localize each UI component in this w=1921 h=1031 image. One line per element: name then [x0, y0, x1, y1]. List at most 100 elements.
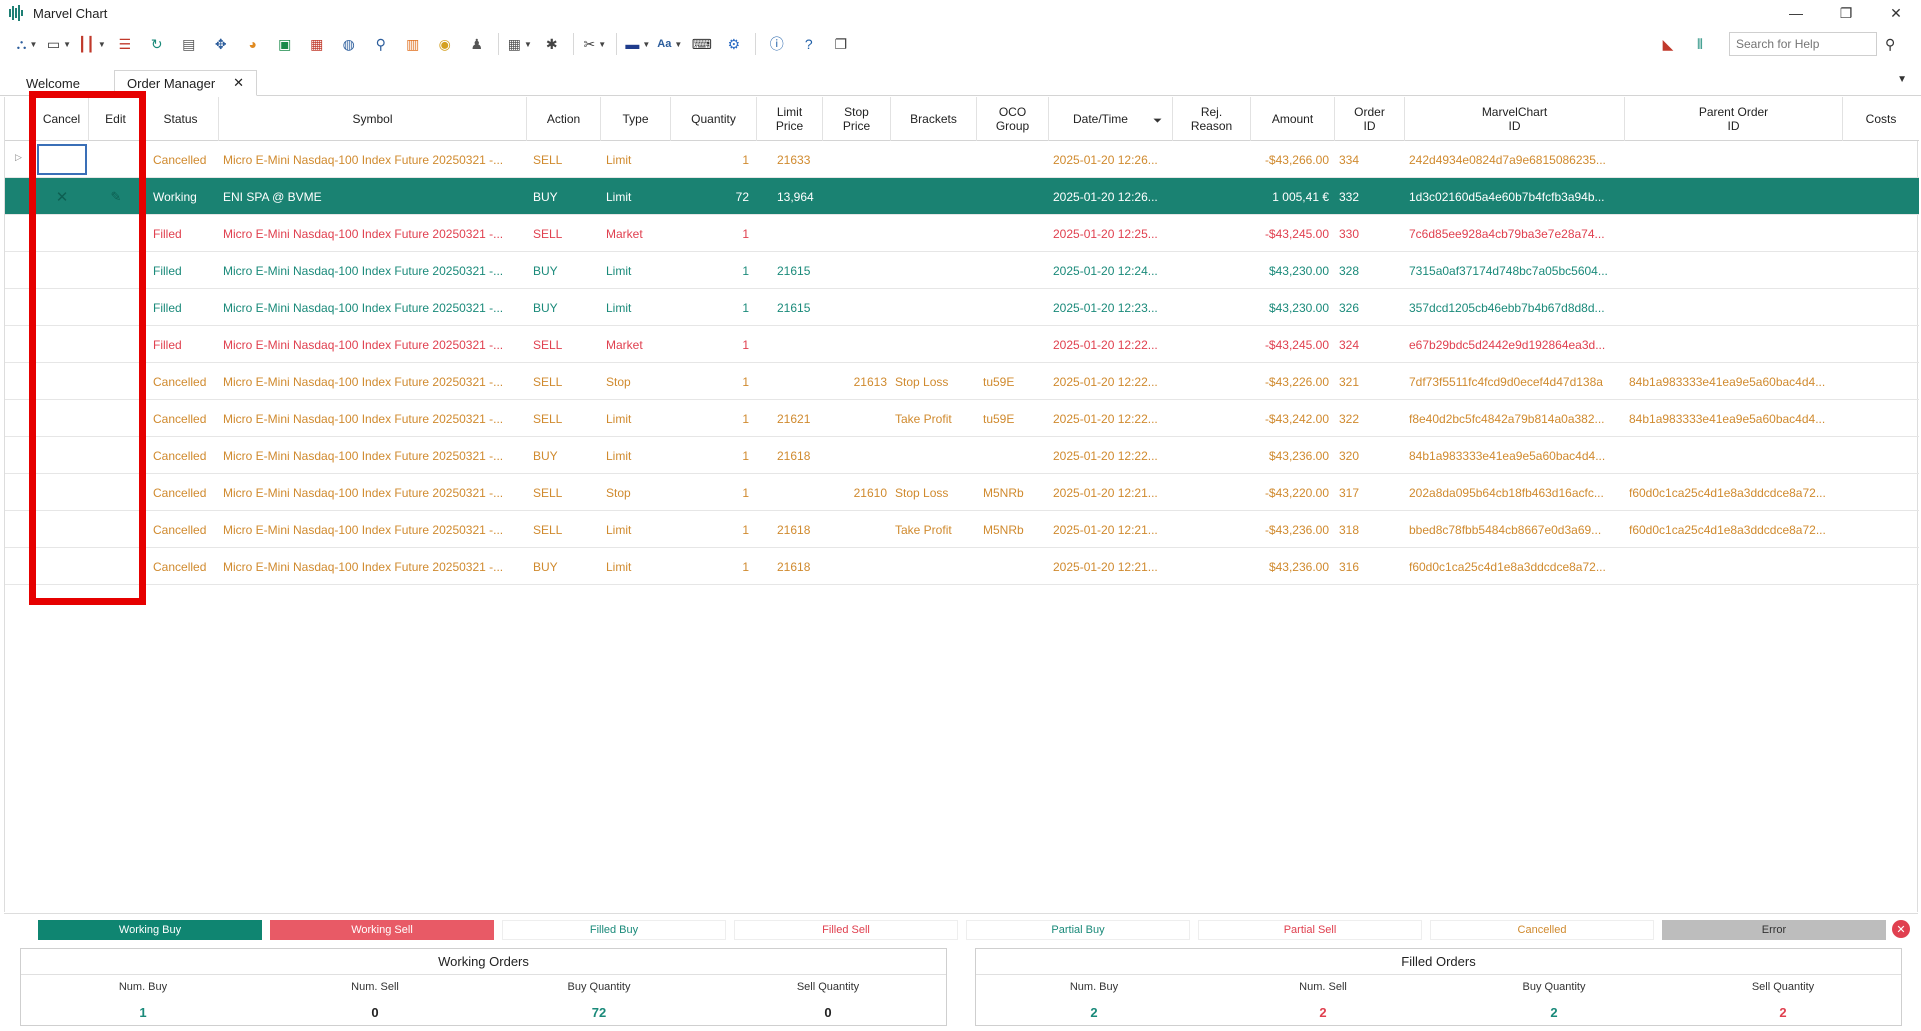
broker-icon[interactable]: ◣	[1662, 35, 1674, 52]
table-row[interactable]: Filled Micro E-Mini Nasdaq-100 Index Futu…	[5, 289, 1919, 326]
tab-order-manager[interactable]: Order Manager ✕	[114, 70, 258, 96]
table-row[interactable]: Cancelled Micro E-Mini Nasdaq-100 Index F…	[5, 400, 1919, 437]
column-header-limit-price[interactable]: Limit Price	[757, 97, 823, 141]
help-search-input[interactable]	[1729, 32, 1877, 56]
download-icon[interactable]: ▣	[278, 35, 292, 52]
close-legend-icon[interactable]: ✕	[1892, 920, 1910, 938]
info-icon[interactable]: ⓘ	[769, 36, 784, 52]
cell-limit: 13,964	[777, 189, 814, 204]
tab-menu-chevron-icon[interactable]: ▼	[1897, 74, 1907, 85]
cell-type: Limit	[606, 448, 632, 463]
row-expander-icon[interactable]: ▷	[15, 152, 22, 162]
column-header-costs[interactable]: Costs	[1865, 112, 1897, 126]
layout-icon[interactable]: ▥	[406, 35, 420, 52]
pie-icon[interactable]: ◕	[248, 36, 258, 52]
cell-type: Limit	[606, 152, 632, 167]
minimize-button[interactable]: —	[1789, 5, 1803, 21]
cell-type: Limit	[606, 411, 632, 426]
cell-type: Stop	[606, 485, 631, 500]
status-legend: Working Buy Working Sell Filled Buy Filled …	[4, 913, 1918, 943]
column-header-amount[interactable]: Amount	[1251, 97, 1335, 141]
legend-fsell: Filled Sell	[734, 920, 958, 940]
refresh-icon[interactable]: ↻	[150, 35, 163, 52]
cell-mc-id: 7315a0af37174d748bc7a05bc5604...	[1409, 263, 1608, 278]
table-row[interactable]: Cancelled Micro E-Mini Nasdaq-100 Index F…	[5, 141, 1919, 178]
cell-quantity: 1	[742, 522, 749, 537]
stat-value: 2	[1090, 1005, 1098, 1020]
column-header-type[interactable]: Type	[601, 97, 671, 141]
cell-stop	[823, 400, 887, 437]
table-row[interactable]: ✕ ✎ Working ENI SPA @ BVME BUY Limit 72 13,964 2…	[5, 178, 1919, 215]
tab-welcome[interactable]: Welcome	[14, 70, 92, 96]
cell-mc-id: 202a8da095b64cb18fb463d16acfc...	[1409, 485, 1604, 500]
cell-mc-id: 7df73f5511fc4fcd9d0ecef4d47d138a	[1409, 374, 1603, 389]
document-icon[interactable]: ▤	[182, 35, 196, 52]
column-header-edit[interactable]: Edit	[89, 97, 143, 141]
stat-value: 0	[371, 1005, 379, 1020]
focused-cell[interactable]	[37, 144, 87, 175]
candles-icon[interactable]: ┃┃ ▼	[78, 35, 106, 52]
column-header-action[interactable]: Action	[527, 97, 601, 141]
font-icon[interactable]: Aa ▼	[657, 38, 683, 50]
column-header-marvelchart-id[interactable]: MarvelChart ID	[1405, 97, 1625, 141]
tools-icon[interactable]: ✂ ▼	[583, 35, 607, 52]
table-row[interactable]: Cancelled Micro E-Mini Nasdaq-100 Index F…	[5, 548, 1919, 585]
table-row[interactable]: Cancelled Micro E-Mini Nasdaq-100 Index F…	[5, 474, 1919, 511]
cell-datetime: 2025-01-20 12:24...	[1053, 263, 1158, 278]
flag-icon[interactable]: ▬ ▼	[625, 36, 651, 52]
coins-icon[interactable]: ◉	[438, 35, 451, 52]
table-row[interactable]: Cancelled Micro E-Mini Nasdaq-100 Index F…	[5, 511, 1919, 548]
cell-amount: -$43,245.00	[1264, 337, 1329, 352]
column-header-symbol[interactable]: Symbol	[219, 97, 527, 141]
table-row[interactable]: Filled Micro E-Mini Nasdaq-100 Index Futu…	[5, 215, 1919, 252]
column-header-quantity[interactable]: Quantity	[671, 97, 757, 141]
filter-icon[interactable]: ⏷	[1153, 115, 1162, 127]
cell-parent-id	[1629, 141, 1841, 178]
cell-type: Limit	[606, 300, 632, 315]
cell-datetime: 2025-01-20 12:23...	[1053, 300, 1158, 315]
cell-action: BUY	[533, 300, 558, 315]
cell-amount: -$43,236.00	[1264, 522, 1329, 537]
column-header-stop-price[interactable]: Stop Price	[823, 97, 891, 141]
table-row[interactable]: Cancelled Micro E-Mini Nasdaq-100 Index F…	[5, 437, 1919, 474]
column-header-rej-reason[interactable]: Rej. Reason	[1173, 97, 1251, 141]
restore-button[interactable]: ❐	[1839, 4, 1853, 21]
gear-icon[interactable]: ⚙	[727, 35, 741, 52]
table-row[interactable]: Filled Micro E-Mini Nasdaq-100 Index Futu…	[5, 326, 1919, 363]
people-search-icon[interactable]: ⚲	[375, 35, 386, 52]
monitor-icon[interactable]: ▭ ▼	[46, 35, 72, 52]
help-icon[interactable]: ?	[804, 36, 813, 52]
close-tab-icon[interactable]: ✕	[233, 75, 245, 90]
globe-icon[interactable]: ◍	[342, 35, 355, 52]
calculator-icon[interactable]: ▦ ▼	[507, 35, 532, 52]
column-header-parent-order-id[interactable]: Parent Order ID	[1625, 97, 1843, 141]
network-icon[interactable]: ⛬ ▼	[16, 35, 38, 52]
column-header-cancel[interactable]: Cancel	[35, 97, 89, 141]
filled-orders-panel: Filled Orders Num. Buy 2 Num. Sell 2 Buy…	[975, 948, 1902, 1026]
cell-limit: 21618	[777, 448, 811, 463]
calendar-icon[interactable]: ▦	[310, 35, 324, 52]
table-row[interactable]: Filled Micro E-Mini Nasdaq-100 Index Futu…	[5, 252, 1919, 289]
search-icon[interactable]: ⚲	[1885, 35, 1896, 52]
windows-icon[interactable]: ❐	[834, 35, 848, 52]
column-header-status[interactable]: Status	[143, 97, 219, 141]
cancel-order-icon[interactable]: ✕	[55, 188, 69, 206]
keyboard-icon[interactable]: ⌨	[691, 35, 712, 52]
user-icon[interactable]: ♟	[470, 35, 484, 52]
table-row[interactable]: Cancelled Micro E-Mini Nasdaq-100 Index F…	[5, 363, 1919, 400]
scanner-icon[interactable]: ☰	[118, 35, 132, 52]
column-header-brackets[interactable]: Brackets	[891, 97, 977, 141]
cell-datetime: 2025-01-20 12:26...	[1053, 189, 1158, 204]
cell-order-id: 316	[1339, 559, 1360, 574]
close-window-button[interactable]: ✕	[1890, 4, 1902, 21]
crosshair-icon[interactable]: ✥	[214, 35, 227, 52]
edit-order-icon[interactable]: ✎	[110, 188, 122, 204]
column-header-order-id[interactable]: Order ID	[1335, 97, 1405, 141]
cell-amount: -$43,245.00	[1264, 226, 1329, 241]
marvel-icon[interactable]: ⦀	[1696, 35, 1704, 52]
cell-order-id: 324	[1339, 337, 1360, 352]
column-header-oco-group[interactable]: OCO Group	[977, 97, 1049, 141]
bug-icon[interactable]: ✱	[545, 35, 558, 52]
cell-parent-id	[1629, 548, 1841, 585]
column-header-datetime[interactable]: Date/Time ⏷	[1049, 97, 1173, 141]
